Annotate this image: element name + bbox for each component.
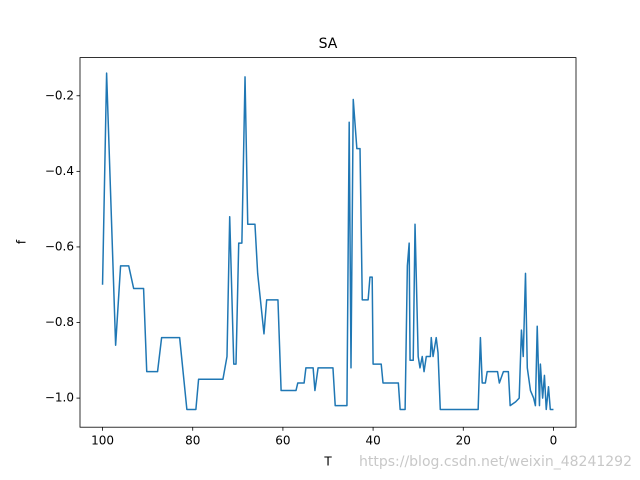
x-tick-label: 100 xyxy=(91,434,114,448)
chart-title: SA xyxy=(319,36,338,52)
x-tick-label: 80 xyxy=(185,434,200,448)
axes-frame xyxy=(79,57,577,428)
y-tick-label: −0.2 xyxy=(45,88,74,102)
line-series xyxy=(101,72,554,411)
x-tick-label: 0 xyxy=(550,434,558,448)
y-axis-label: f xyxy=(15,239,29,244)
x-tick-label: 20 xyxy=(456,434,471,448)
y-tick-label: −0.8 xyxy=(45,315,74,329)
y-tick-label: −0.4 xyxy=(45,164,74,178)
x-tick-label: 60 xyxy=(275,434,290,448)
x-axis-label: T xyxy=(323,455,332,469)
y-tick-label: −0.6 xyxy=(45,239,74,253)
y-tick-label: −1.0 xyxy=(45,391,74,405)
watermark: https://blog.csdn.net/weixin_48241292 xyxy=(359,454,632,470)
x-tick-label: 40 xyxy=(365,434,380,448)
